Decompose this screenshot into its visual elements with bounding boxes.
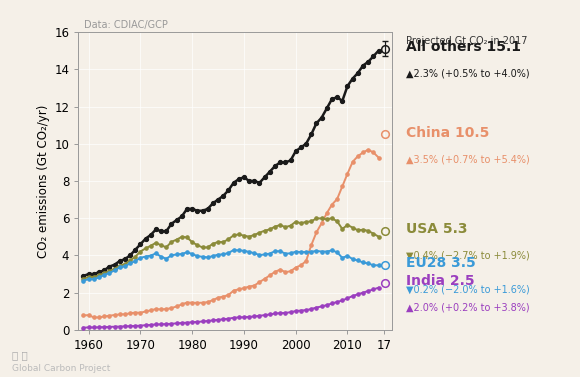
Text: Ⓒ ⓘ: Ⓒ ⓘ [12, 350, 27, 360]
Text: ▼0.4% (−2.7% to +1.9%): ▼0.4% (−2.7% to +1.9%) [406, 251, 530, 261]
Text: ▼0.2% (−2.0% to +1.6%): ▼0.2% (−2.0% to +1.6%) [406, 284, 530, 294]
Y-axis label: CO₂ emissions (Gt CO₂/yr): CO₂ emissions (Gt CO₂/yr) [37, 104, 50, 257]
Text: EU28 3.5: EU28 3.5 [406, 256, 476, 270]
Text: Global Carbon Project: Global Carbon Project [12, 364, 110, 373]
Text: All others 15.1: All others 15.1 [406, 40, 521, 54]
Text: Data: CDIAC/GCP: Data: CDIAC/GCP [84, 20, 168, 30]
Text: ▲2.3% (+0.5% to +4.0%): ▲2.3% (+0.5% to +4.0%) [406, 68, 530, 78]
Text: Projected Gt CO₂ in 2017: Projected Gt CO₂ in 2017 [406, 36, 527, 46]
Text: ▲2.0% (+0.2% to +3.8%): ▲2.0% (+0.2% to +3.8%) [406, 303, 530, 313]
Text: USA 5.3: USA 5.3 [406, 222, 467, 236]
Text: China 10.5: China 10.5 [406, 126, 490, 139]
Text: India 2.5: India 2.5 [406, 274, 474, 288]
Text: ▲3.5% (+0.7% to +5.4%): ▲3.5% (+0.7% to +5.4%) [406, 154, 530, 164]
